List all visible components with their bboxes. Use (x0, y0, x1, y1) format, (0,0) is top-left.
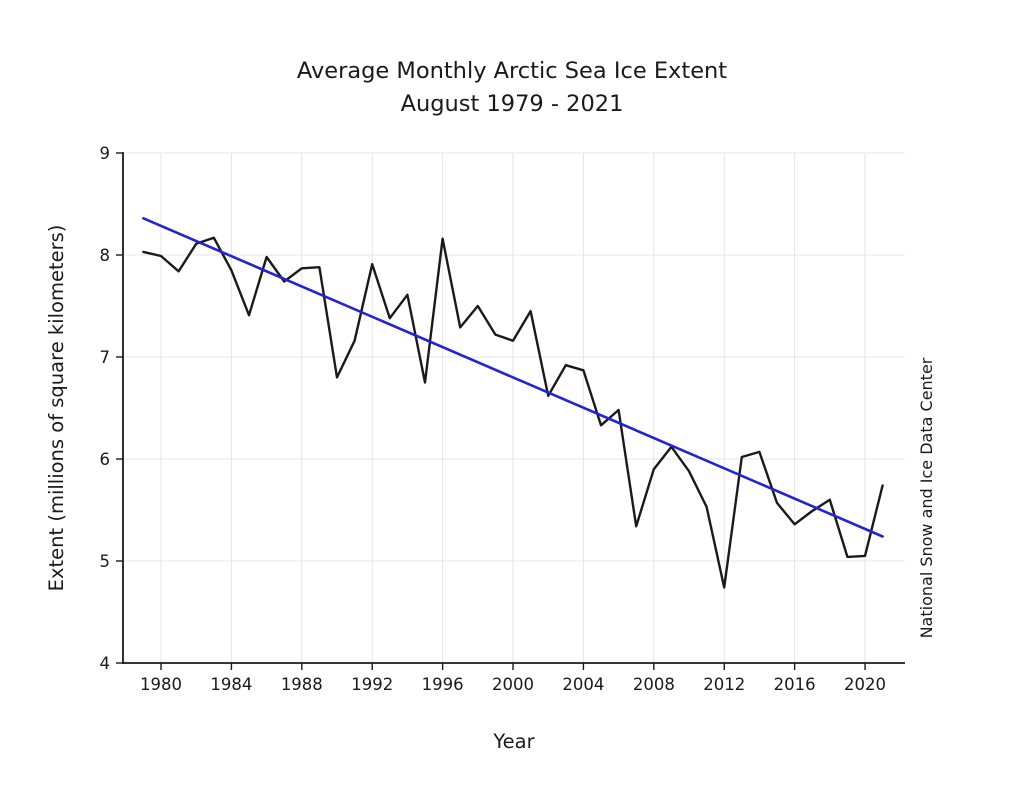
x-tick-label: 2004 (562, 675, 604, 694)
x-tick-label: 1980 (140, 675, 182, 694)
x-tick-label: 2020 (844, 675, 886, 694)
gridlines (123, 152, 905, 664)
y-axis-label: Extent (millions of square kilometers) (45, 225, 68, 592)
x-tick-label: 1988 (281, 675, 323, 694)
y-tick-label: 7 (100, 348, 111, 367)
x-tick-label: 2012 (703, 675, 745, 694)
x-tick-label: 1996 (422, 675, 464, 694)
y-tick-label: 4 (100, 654, 111, 673)
x-tick-label: 1984 (210, 675, 252, 694)
chart-subtitle: August 1979 - 2021 (401, 91, 624, 117)
x-tick-label: 2000 (492, 675, 534, 694)
chart-title: Average Monthly Arctic Sea Ice Extent (297, 58, 727, 84)
x-tick-label: 2016 (774, 675, 816, 694)
y-tick-label: 9 (100, 144, 111, 163)
x-axis-label: Year (492, 730, 535, 753)
x-tick-label: 1992 (351, 675, 393, 694)
credit-label: National Snow and Ice Data Center (917, 357, 936, 638)
extent-data-line (142, 236, 884, 589)
trend-line (142, 217, 884, 538)
data-series (142, 217, 884, 589)
y-tick-label: 6 (100, 450, 111, 469)
x-tick-label: 2008 (633, 675, 675, 694)
ticks-and-labels: 1980 1984 1988 1992 1996 2000 2004 2008 2012 2016… (100, 144, 887, 694)
y-tick-label: 8 (100, 246, 111, 265)
y-tick-label: 5 (100, 552, 111, 571)
